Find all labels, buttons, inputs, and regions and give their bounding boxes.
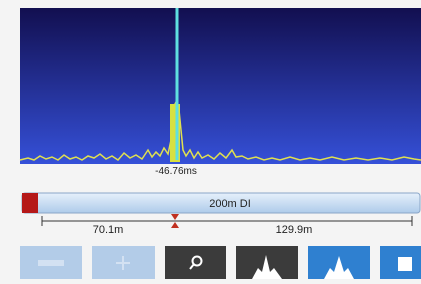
zoom-button[interactable] (165, 246, 226, 279)
page: {"display": {"marker_time": "-46.76ms", … (0, 0, 421, 279)
right-distance: 129.9m (276, 224, 313, 236)
stop-icon (398, 257, 412, 271)
marker-time: -46.76ms (155, 166, 197, 177)
spectrum-display (20, 8, 421, 164)
button-icon (38, 260, 64, 266)
range-label: 200m DI (209, 198, 251, 210)
screen: -46.76ms 200m DI 70.1m 129.9m (0, 0, 421, 279)
left-distance: 70.1m (93, 224, 124, 236)
range-start (22, 193, 38, 213)
